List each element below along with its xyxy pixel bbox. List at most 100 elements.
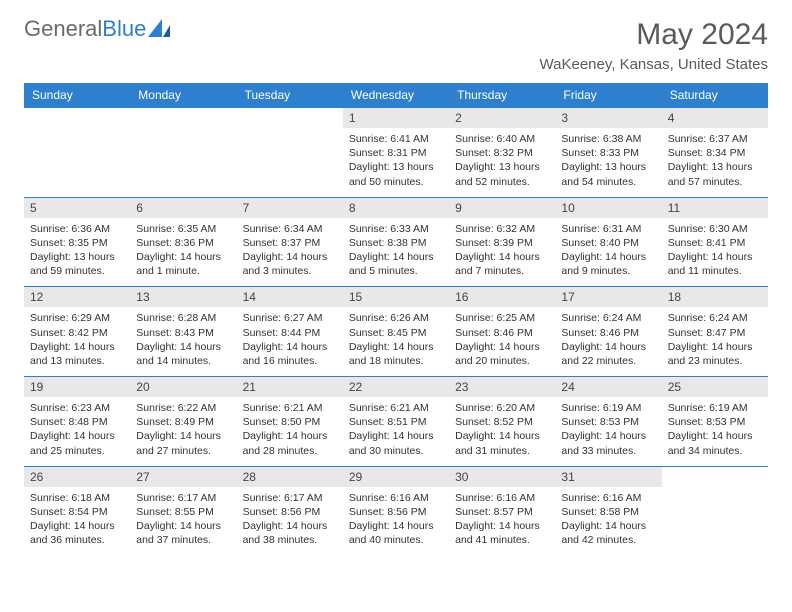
day-number: 18	[662, 287, 768, 307]
day-info: Sunrise: 6:40 AMSunset: 8:32 PMDaylight:…	[449, 128, 555, 197]
day-info: Sunrise: 6:16 AMSunset: 8:57 PMDaylight:…	[449, 487, 555, 556]
day-info: Sunrise: 6:29 AMSunset: 8:42 PMDaylight:…	[24, 307, 130, 376]
day-info: Sunrise: 6:21 AMSunset: 8:51 PMDaylight:…	[343, 397, 449, 466]
calendar-cell: 1Sunrise: 6:41 AMSunset: 8:31 PMDaylight…	[343, 108, 449, 198]
day-number: 13	[130, 287, 236, 307]
day-info: Sunrise: 6:35 AMSunset: 8:36 PMDaylight:…	[130, 218, 236, 287]
calendar-cell: 10Sunrise: 6:31 AMSunset: 8:40 PMDayligh…	[555, 197, 661, 287]
day-number: 20	[130, 377, 236, 397]
day-info: Sunrise: 6:31 AMSunset: 8:40 PMDaylight:…	[555, 218, 661, 287]
day-number: 27	[130, 467, 236, 487]
calendar-cell: 26Sunrise: 6:18 AMSunset: 8:54 PMDayligh…	[24, 466, 130, 555]
brand-part1: General	[24, 18, 102, 40]
day-info: Sunrise: 6:28 AMSunset: 8:43 PMDaylight:…	[130, 307, 236, 376]
calendar-cell: 2Sunrise: 6:40 AMSunset: 8:32 PMDaylight…	[449, 108, 555, 198]
calendar-cell: 30Sunrise: 6:16 AMSunset: 8:57 PMDayligh…	[449, 466, 555, 555]
calendar-cell: 23Sunrise: 6:20 AMSunset: 8:52 PMDayligh…	[449, 377, 555, 467]
calendar-cell: 28Sunrise: 6:17 AMSunset: 8:56 PMDayligh…	[237, 466, 343, 555]
day-info: Sunrise: 6:24 AMSunset: 8:46 PMDaylight:…	[555, 307, 661, 376]
weekday-header: Sunday	[24, 83, 130, 108]
calendar-cell: 14Sunrise: 6:27 AMSunset: 8:44 PMDayligh…	[237, 287, 343, 377]
calendar-cell: 5Sunrise: 6:36 AMSunset: 8:35 PMDaylight…	[24, 197, 130, 287]
calendar-cell: 3Sunrise: 6:38 AMSunset: 8:33 PMDaylight…	[555, 108, 661, 198]
day-number: 12	[24, 287, 130, 307]
day-info: Sunrise: 6:20 AMSunset: 8:52 PMDaylight:…	[449, 397, 555, 466]
calendar-cell: 20Sunrise: 6:22 AMSunset: 8:49 PMDayligh…	[130, 377, 236, 467]
day-number: 29	[343, 467, 449, 487]
day-number: 5	[24, 198, 130, 218]
calendar-table: SundayMondayTuesdayWednesdayThursdayFrid…	[24, 83, 768, 555]
weekday-header-row: SundayMondayTuesdayWednesdayThursdayFrid…	[24, 83, 768, 108]
calendar-cell: 17Sunrise: 6:24 AMSunset: 8:46 PMDayligh…	[555, 287, 661, 377]
day-info: Sunrise: 6:16 AMSunset: 8:56 PMDaylight:…	[343, 487, 449, 556]
calendar-cell: 11Sunrise: 6:30 AMSunset: 8:41 PMDayligh…	[662, 197, 768, 287]
day-number: 21	[237, 377, 343, 397]
day-info: Sunrise: 6:19 AMSunset: 8:53 PMDaylight:…	[662, 397, 768, 466]
day-number: 16	[449, 287, 555, 307]
calendar-cell: 21Sunrise: 6:21 AMSunset: 8:50 PMDayligh…	[237, 377, 343, 467]
day-number: 4	[662, 108, 768, 128]
calendar-cell: 29Sunrise: 6:16 AMSunset: 8:56 PMDayligh…	[343, 466, 449, 555]
day-info: Sunrise: 6:21 AMSunset: 8:50 PMDaylight:…	[237, 397, 343, 466]
day-number: 17	[555, 287, 661, 307]
calendar-cell: ..	[24, 108, 130, 198]
day-info: Sunrise: 6:23 AMSunset: 8:48 PMDaylight:…	[24, 397, 130, 466]
day-number: 9	[449, 198, 555, 218]
calendar-cell: ..	[130, 108, 236, 198]
day-info: Sunrise: 6:34 AMSunset: 8:37 PMDaylight:…	[237, 218, 343, 287]
day-number: 28	[237, 467, 343, 487]
calendar-cell: 22Sunrise: 6:21 AMSunset: 8:51 PMDayligh…	[343, 377, 449, 467]
day-number: 15	[343, 287, 449, 307]
location-text: WaKeeney, Kansas, United States	[540, 56, 768, 73]
calendar-cell: 16Sunrise: 6:25 AMSunset: 8:46 PMDayligh…	[449, 287, 555, 377]
weekday-header: Thursday	[449, 83, 555, 108]
calendar-cell: ..	[237, 108, 343, 198]
day-number: 1	[343, 108, 449, 128]
day-info: Sunrise: 6:41 AMSunset: 8:31 PMDaylight:…	[343, 128, 449, 197]
calendar-cell: 13Sunrise: 6:28 AMSunset: 8:43 PMDayligh…	[130, 287, 236, 377]
day-number: 3	[555, 108, 661, 128]
day-number: 14	[237, 287, 343, 307]
calendar-cell: 8Sunrise: 6:33 AMSunset: 8:38 PMDaylight…	[343, 197, 449, 287]
day-number: 23	[449, 377, 555, 397]
calendar-cell: 19Sunrise: 6:23 AMSunset: 8:48 PMDayligh…	[24, 377, 130, 467]
day-number: 8	[343, 198, 449, 218]
day-info: Sunrise: 6:17 AMSunset: 8:56 PMDaylight:…	[237, 487, 343, 556]
title-block: May 2024 WaKeeney, Kansas, United States	[540, 18, 768, 73]
day-info: Sunrise: 6:32 AMSunset: 8:39 PMDaylight:…	[449, 218, 555, 287]
day-number: 31	[555, 467, 661, 487]
day-number: 25	[662, 377, 768, 397]
day-number: 19	[24, 377, 130, 397]
day-info: Sunrise: 6:33 AMSunset: 8:38 PMDaylight:…	[343, 218, 449, 287]
calendar-row: 5Sunrise: 6:36 AMSunset: 8:35 PMDaylight…	[24, 197, 768, 287]
day-info: Sunrise: 6:22 AMSunset: 8:49 PMDaylight:…	[130, 397, 236, 466]
day-number: 11	[662, 198, 768, 218]
weekday-header: Monday	[130, 83, 236, 108]
calendar-cell: 27Sunrise: 6:17 AMSunset: 8:55 PMDayligh…	[130, 466, 236, 555]
day-info: Sunrise: 6:18 AMSunset: 8:54 PMDaylight:…	[24, 487, 130, 556]
calendar-cell: 7Sunrise: 6:34 AMSunset: 8:37 PMDaylight…	[237, 197, 343, 287]
day-info: Sunrise: 6:37 AMSunset: 8:34 PMDaylight:…	[662, 128, 768, 197]
calendar-cell: 18Sunrise: 6:24 AMSunset: 8:47 PMDayligh…	[662, 287, 768, 377]
header: GeneralBlue May 2024 WaKeeney, Kansas, U…	[24, 18, 768, 73]
calendar-row: 19Sunrise: 6:23 AMSunset: 8:48 PMDayligh…	[24, 377, 768, 467]
day-number: 30	[449, 467, 555, 487]
calendar-cell: 4Sunrise: 6:37 AMSunset: 8:34 PMDaylight…	[662, 108, 768, 198]
day-info: Sunrise: 6:27 AMSunset: 8:44 PMDaylight:…	[237, 307, 343, 376]
day-info: Sunrise: 6:17 AMSunset: 8:55 PMDaylight:…	[130, 487, 236, 556]
day-number: 7	[237, 198, 343, 218]
weekday-header: Saturday	[662, 83, 768, 108]
brand-part2: Blue	[102, 18, 146, 40]
calendar-cell: 24Sunrise: 6:19 AMSunset: 8:53 PMDayligh…	[555, 377, 661, 467]
day-number: 10	[555, 198, 661, 218]
calendar-cell: ..	[662, 466, 768, 555]
calendar-row: 26Sunrise: 6:18 AMSunset: 8:54 PMDayligh…	[24, 466, 768, 555]
day-info: Sunrise: 6:24 AMSunset: 8:47 PMDaylight:…	[662, 307, 768, 376]
day-number: 24	[555, 377, 661, 397]
calendar-cell: 15Sunrise: 6:26 AMSunset: 8:45 PMDayligh…	[343, 287, 449, 377]
day-info: Sunrise: 6:26 AMSunset: 8:45 PMDaylight:…	[343, 307, 449, 376]
calendar-row: ......1Sunrise: 6:41 AMSunset: 8:31 PMDa…	[24, 108, 768, 198]
calendar-cell: 9Sunrise: 6:32 AMSunset: 8:39 PMDaylight…	[449, 197, 555, 287]
calendar-cell: 12Sunrise: 6:29 AMSunset: 8:42 PMDayligh…	[24, 287, 130, 377]
logo-sail-icon	[148, 19, 174, 39]
